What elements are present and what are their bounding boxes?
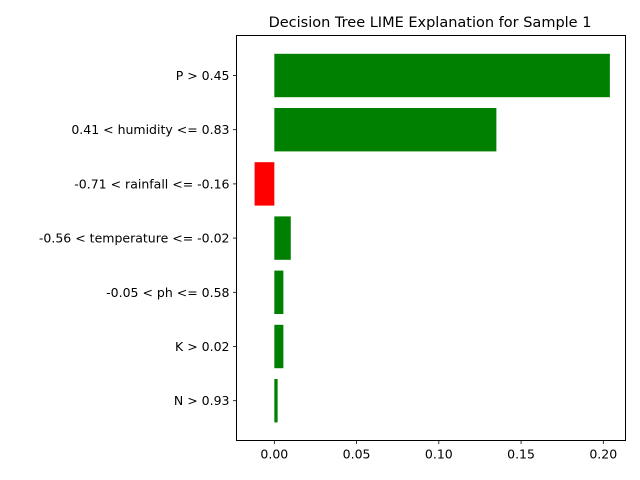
bar [274, 324, 284, 369]
y-axis: P > 0.45 0.41 < humidity <= 0.83 -0.71 < r… [39, 68, 237, 408]
y-tick-label: K > 0.02 [175, 339, 229, 354]
bar [274, 108, 497, 152]
bars-layer [254, 53, 610, 423]
y-tick-label: P > 0.45 [176, 68, 230, 83]
x-tick-label: 0.15 [507, 447, 535, 462]
bar [274, 53, 610, 98]
bar [254, 162, 275, 206]
x-tick-label: 0.20 [589, 447, 617, 462]
y-tick-label: 0.41 < humidity <= 0.83 [71, 122, 229, 137]
y-tick-label: -0.56 < temperature <= -0.02 [39, 231, 230, 246]
x-tick-label: 0.00 [260, 447, 288, 462]
x-tick-label: 0.05 [343, 447, 371, 462]
y-tick-label: -0.05 < ph <= 0.58 [106, 285, 229, 300]
bar [274, 270, 284, 314]
chart-title: Decision Tree LIME Explanation for Sampl… [269, 15, 592, 31]
bar [274, 216, 291, 260]
y-tick-label: -0.71 < rainfall <= -0.16 [74, 176, 229, 191]
plot-frame [236, 35, 626, 441]
y-tick-label: N > 0.93 [174, 393, 230, 408]
bar [274, 379, 278, 423]
x-axis: 0.00 0.05 0.10 0.15 0.20 [260, 440, 617, 462]
x-tick-label: 0.10 [425, 447, 453, 462]
